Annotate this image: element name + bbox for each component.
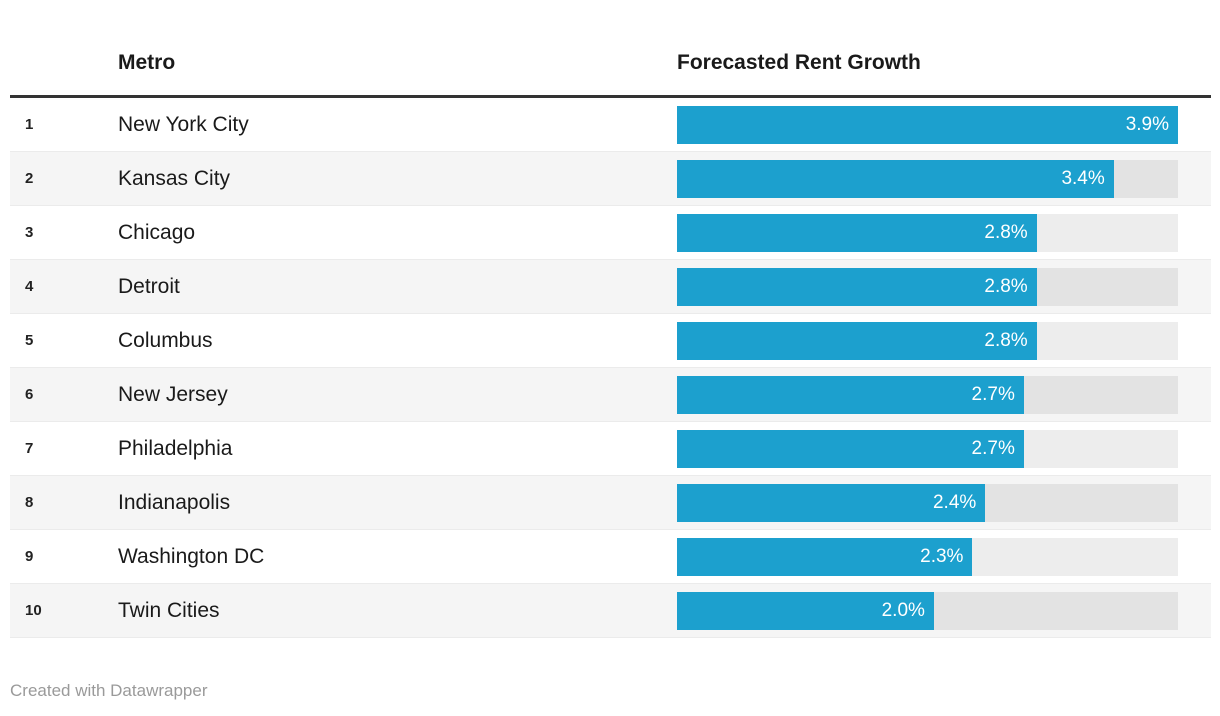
- bar-value-label: 2.8%: [984, 275, 1028, 297]
- bar-value-label: 2.7%: [971, 383, 1015, 405]
- bar-cell: 2.8%: [677, 321, 1178, 360]
- bar-cell: 2.7%: [677, 429, 1178, 468]
- row-metro-label: Philadelphia: [118, 436, 233, 460]
- rent-growth-bar: 2.0%: [677, 591, 934, 630]
- rent-growth-bar: 3.9%: [677, 105, 1178, 144]
- row-rank: 2: [25, 170, 34, 187]
- bar-value-label: 2.4%: [932, 491, 977, 513]
- bar-cell: 2.3%: [677, 537, 1178, 576]
- row-rank: 4: [25, 278, 34, 295]
- rent-growth-bar: 2.8%: [677, 267, 1037, 306]
- table-row: 7 Philadelphia 2.7%: [10, 422, 1211, 476]
- bar-track: 2.0%: [677, 591, 1178, 630]
- table-row: 1 New York City 3.9%: [10, 98, 1211, 152]
- bar-cell: 2.0%: [677, 591, 1178, 630]
- rent-growth-table-chart: Metro Forecasted Rent Growth 1 New York …: [10, 0, 1211, 701]
- bar-cell: 2.8%: [677, 267, 1178, 306]
- rent-growth-bar: 2.4%: [677, 483, 986, 522]
- row-rank: 3: [25, 224, 34, 241]
- bar-cell: 2.4%: [677, 483, 1178, 522]
- bar-track: 2.7%: [677, 429, 1178, 468]
- row-rank: 10: [25, 602, 42, 619]
- bar-value-label: 3.4%: [1061, 167, 1105, 189]
- table-header: Metro Forecasted Rent Growth: [10, 0, 1211, 98]
- table-row: 2 Kansas City 3.4%: [10, 152, 1211, 206]
- bar-track: 2.8%: [677, 213, 1178, 252]
- row-rank: 9: [25, 548, 34, 565]
- rent-growth-bar: 2.8%: [677, 321, 1037, 360]
- row-metro-label: Detroit: [118, 274, 180, 298]
- bar-value-label: 2.8%: [984, 329, 1028, 351]
- table-row: 5 Columbus 2.8%: [10, 314, 1211, 368]
- rent-growth-bar: 2.8%: [677, 213, 1037, 252]
- bar-cell: 3.9%: [677, 105, 1178, 144]
- bar-track: 3.4%: [677, 159, 1178, 198]
- bar-track: 2.8%: [677, 267, 1178, 306]
- row-metro-label: Columbus: [118, 328, 213, 352]
- bar-cell: 3.4%: [677, 159, 1178, 198]
- bar-value-label: 3.9%: [1125, 113, 1169, 135]
- row-metro-label: Washington DC: [118, 544, 265, 568]
- bar-track: 2.7%: [677, 375, 1178, 414]
- bar-value-label: 2.3%: [920, 545, 964, 567]
- row-metro-label: Chicago: [118, 220, 196, 244]
- table-row: 4 Detroit 2.8%: [10, 260, 1211, 314]
- bar-track: 3.9%: [677, 105, 1178, 144]
- datawrapper-credit-link[interactable]: Created with Datawrapper: [10, 681, 208, 700]
- row-metro-label: Twin Cities: [118, 598, 220, 622]
- rent-growth-bar: 2.7%: [677, 375, 1024, 414]
- table-row: 8 Indianapolis 2.4%: [10, 476, 1211, 530]
- row-metro-label: New Jersey: [118, 382, 228, 406]
- table-row: 6 New Jersey 2.7%: [10, 368, 1211, 422]
- bar-cell: 2.8%: [677, 213, 1178, 252]
- row-rank: 7: [25, 440, 34, 457]
- rent-growth-bar: 3.4%: [677, 159, 1114, 198]
- table-row: 10 Twin Cities 2.0%: [10, 584, 1211, 638]
- row-rank: 6: [25, 386, 34, 403]
- row-rank: 5: [25, 332, 34, 349]
- bar-track: 2.4%: [677, 483, 1178, 522]
- row-rank: 8: [25, 494, 34, 511]
- rent-growth-bar: 2.3%: [677, 537, 973, 576]
- table-row: 3 Chicago 2.8%: [10, 206, 1211, 260]
- row-metro-label: New York City: [118, 112, 249, 136]
- bar-track: 2.8%: [677, 321, 1178, 360]
- bar-value-label: 2.8%: [984, 221, 1028, 243]
- row-metro-label: Indianapolis: [118, 490, 231, 514]
- bar-value-label: 2.0%: [881, 599, 925, 621]
- column-header-value: Forecasted Rent Growth: [677, 51, 921, 74]
- table-row: 9 Washington DC 2.3%: [10, 530, 1211, 584]
- rent-growth-bar: 2.7%: [677, 429, 1024, 468]
- row-metro-label: Kansas City: [118, 166, 231, 190]
- column-header-metro: Metro: [118, 51, 176, 74]
- bar-cell: 2.7%: [677, 375, 1178, 414]
- table-body: 1 New York City 3.9% 2 Kansas City 3.4% …: [10, 98, 1211, 638]
- bar-value-label: 2.7%: [971, 437, 1015, 459]
- row-rank: 1: [25, 116, 34, 133]
- bar-track: 2.3%: [677, 537, 1178, 576]
